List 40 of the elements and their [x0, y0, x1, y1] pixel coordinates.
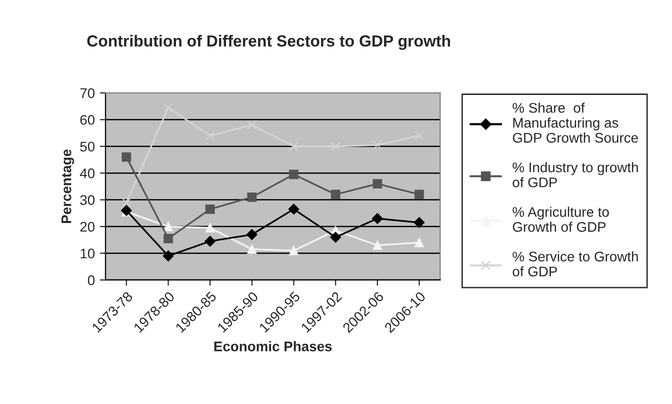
legend-label: % Agriculture to Growth of GDP [512, 206, 609, 232]
point [414, 238, 424, 248]
point [247, 120, 257, 130]
chart-title: Contribution of Different Sectors to GDP growth [87, 34, 450, 50]
point [246, 229, 258, 240]
x-axis-title: Economic Phases [214, 341, 332, 352]
point [372, 213, 383, 224]
point [330, 232, 342, 243]
point [414, 190, 424, 200]
point [122, 152, 132, 162]
point [164, 234, 173, 244]
point [122, 198, 132, 208]
point [372, 240, 382, 250]
y-tick-label: 70 [80, 88, 95, 98]
y-tick-label: 20 [80, 222, 95, 232]
point [205, 223, 215, 233]
point [247, 244, 257, 254]
point [288, 204, 300, 215]
y-tick-label: 0 [88, 275, 95, 286]
y-tick-label: 50 [80, 142, 95, 152]
legend-label: % Share of Manufacturing as GDP Growth Source [512, 102, 638, 143]
point [164, 222, 173, 232]
y-tick-label: 60 [80, 114, 95, 125]
y-axis-title: Percentage [62, 149, 74, 223]
point [414, 217, 425, 228]
point [372, 140, 382, 150]
y-tick-label: 30 [80, 195, 95, 205]
point [247, 192, 257, 202]
point [330, 190, 340, 200]
point [204, 236, 216, 247]
point [205, 204, 215, 214]
legend-label: % Service to Growth of GDP [512, 251, 638, 276]
y-tick-label: 10 [80, 248, 95, 258]
point [289, 246, 298, 256]
y-tick-label: 40 [80, 168, 95, 178]
point [162, 250, 174, 262]
point [372, 179, 382, 188]
point [289, 142, 298, 152]
point [289, 170, 298, 180]
legend-label: % Industry to growth of GDP [512, 162, 638, 188]
